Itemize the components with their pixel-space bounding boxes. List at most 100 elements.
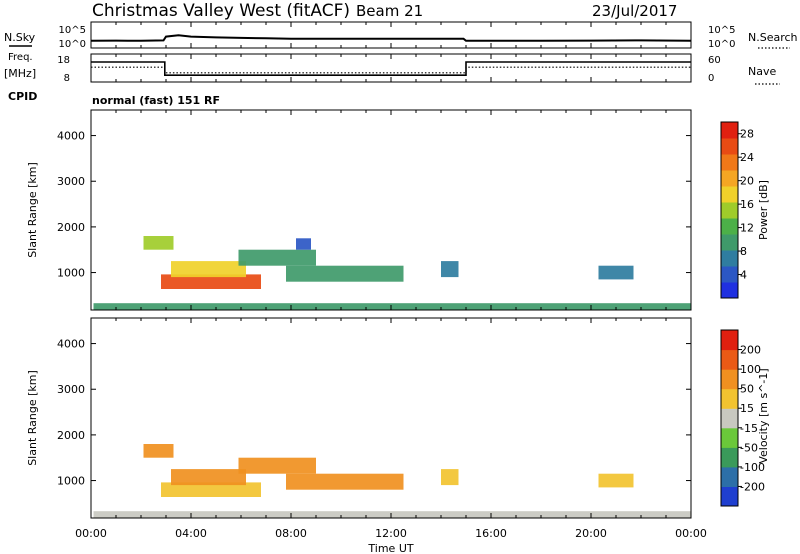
scatter-region (93, 303, 691, 310)
colorbar-tick-label: 100 (740, 363, 761, 376)
colorbar-tick-label: 50 (740, 383, 754, 396)
colorbar-segment (721, 138, 738, 155)
colorbar-segment (721, 154, 738, 171)
colorbar-segment (721, 170, 738, 187)
colorbar-tick-label: -100 (740, 461, 765, 474)
frequency-line (91, 61, 691, 76)
colorbar-segment (721, 122, 738, 139)
y-tick-label: 4000 (57, 130, 85, 143)
freq-unit-label: [MHz] (4, 67, 36, 80)
scatter-region (171, 469, 246, 486)
colorbar-tick-label: 8 (740, 245, 747, 258)
colorbar-segment (721, 266, 738, 283)
x-tick-label: 12:00 (375, 527, 407, 540)
colorbar-frame (720, 121, 739, 299)
noise-series (90, 34, 692, 42)
x-tick-label: 00:00 (75, 527, 107, 540)
scatter-region (441, 261, 459, 278)
colorbar-segment (721, 202, 738, 219)
y-tick-label: 4000 (57, 338, 85, 351)
scatter-region (93, 511, 691, 518)
y-tick-label: 2000 (57, 221, 85, 234)
nave-tick-bottom: 0 (708, 73, 714, 84)
colorbar-tick-label: 12 (740, 222, 754, 235)
colorbar-tick-label: 28 (740, 128, 754, 141)
velocity-ylabel: Slant Range [km] (26, 370, 39, 466)
time-axis-label: Time UT (367, 542, 413, 554)
scatter-region (143, 444, 174, 458)
power-colorbar: 4 8 12 16 20 24 28 (720, 121, 754, 299)
colorbar-segment (721, 408, 738, 429)
x-tick-label: 04:00 (175, 527, 207, 540)
power-colorbar-label: Power [dB] (757, 180, 770, 240)
y-tick-label: 2000 (57, 429, 85, 442)
y-tick-label: 1000 (57, 475, 85, 488)
colorbar-segment (721, 486, 738, 507)
scatter-region (296, 238, 311, 250)
velocity-y-axis: 1000 2000 3000 4000 (57, 338, 691, 488)
nave-label: Nave (748, 65, 776, 78)
nsky-tick-bottom: 10^0 (59, 39, 86, 50)
nsearch-tick-top: 10^5 (708, 25, 735, 36)
colorbar-tick-label: -50 (740, 441, 758, 454)
colorbar-frame (720, 329, 739, 507)
scatter-region (161, 274, 261, 289)
velocity-colorbar-label: Velocity [m s^-1] (757, 368, 770, 463)
velocity-colorbar: 200 100 50 15 -15 -50 -100 -200 (720, 329, 765, 507)
x-tick-label: 16:00 (475, 527, 507, 540)
y-tick-label: 1000 (57, 267, 85, 280)
y-tick-label: 3000 (57, 383, 85, 396)
colorbar-segment (721, 388, 738, 409)
x-tick-label: 20:00 (575, 527, 607, 540)
colorbar-tick-label: 24 (740, 151, 754, 164)
y-tick-label: 3000 (57, 175, 85, 188)
x-tick-label: 00:00 (675, 527, 707, 540)
scatter-region (143, 236, 174, 250)
scatter-region (286, 265, 404, 282)
cpid-label: CPID (8, 90, 37, 103)
date-label: 23/Jul/2017 (592, 2, 677, 20)
cpid-text: normal (fast) 151 RF (92, 94, 220, 107)
beam-label: Beam 21 (356, 2, 423, 20)
plot-title: Christmas Valley West (fitACF) (92, 1, 350, 21)
colorbar-tick-label: -200 (740, 480, 765, 493)
colorbar-tick-label: 15 (740, 402, 754, 415)
colorbar-segment (721, 330, 738, 351)
colorbar-tick-label: -15 (740, 422, 758, 435)
colorbar-segment (721, 447, 738, 468)
scatter-region (598, 473, 634, 488)
nsearch-label: N.Search (748, 31, 798, 44)
scatter-region (171, 261, 246, 278)
colorbar-segment (721, 250, 738, 267)
colorbar-tick-label: 16 (740, 198, 754, 211)
colorbar-segment (721, 369, 738, 390)
colorbar-segment (721, 282, 738, 299)
time-axis: 00:00 04:00 08:00 12:00 16:00 20:00 00:00 (75, 22, 707, 540)
colorbar-segment (721, 186, 738, 203)
x-tick-label: 08:00 (275, 527, 307, 540)
power-y-axis: 1000 2000 3000 4000 (57, 130, 691, 280)
frequency-series (91, 61, 691, 76)
colorbar-segment (721, 234, 738, 251)
colorbar-tick-label: 4 (740, 269, 747, 282)
scatter-region (161, 482, 261, 497)
nave-line (91, 66, 691, 74)
scatter-region (286, 473, 404, 490)
freq-label: Freq. (8, 52, 33, 63)
colorbar-tick-label: 200 (740, 344, 761, 357)
nave-tick-top: 60 (708, 55, 721, 66)
colorbar-tick-label: 20 (740, 175, 754, 188)
scatter-region (598, 265, 634, 280)
scatter-region (238, 249, 316, 266)
scatter-region (441, 469, 459, 486)
nsearch-tick-bottom: 10^0 (708, 39, 735, 50)
freq-tick-top: 18 (57, 55, 70, 66)
power-ylabel: Slant Range [km] (26, 162, 39, 258)
colorbar-segment (721, 427, 738, 448)
colorbar-segment (721, 466, 738, 487)
scatter-region (238, 457, 316, 474)
velocity-heatmap (93, 444, 691, 518)
freq-tick-bottom: 8 (64, 73, 70, 84)
